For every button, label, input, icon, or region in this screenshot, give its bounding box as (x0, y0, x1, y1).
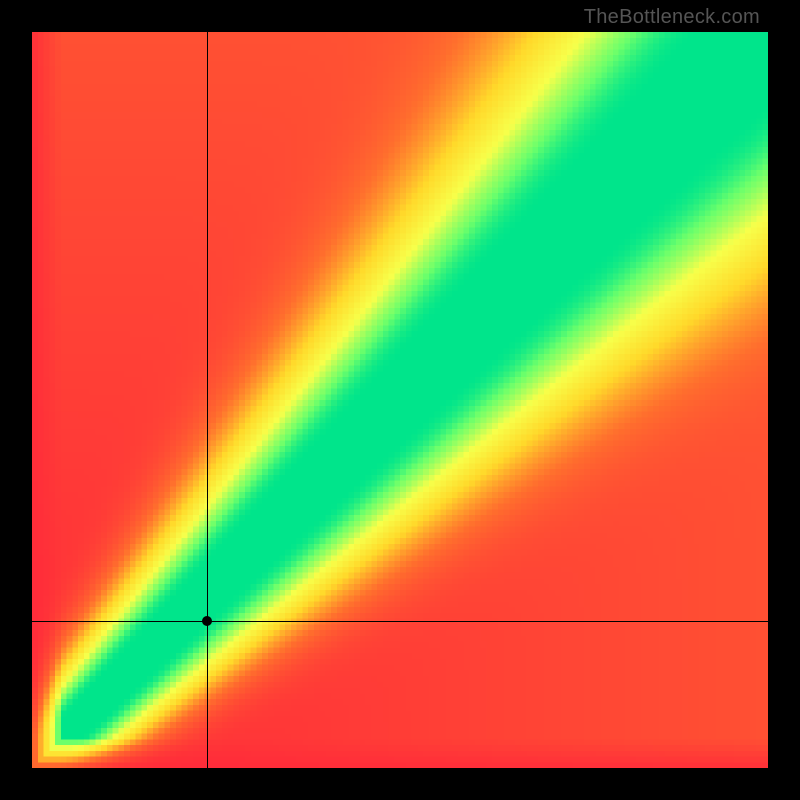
heatmap-canvas (32, 32, 768, 768)
crosshair-vertical (207, 32, 208, 768)
bottleneck-heatmap (32, 32, 768, 768)
watermark-text: TheBottleneck.com (584, 6, 760, 29)
selection-marker (202, 616, 212, 626)
crosshair-horizontal (32, 621, 768, 622)
